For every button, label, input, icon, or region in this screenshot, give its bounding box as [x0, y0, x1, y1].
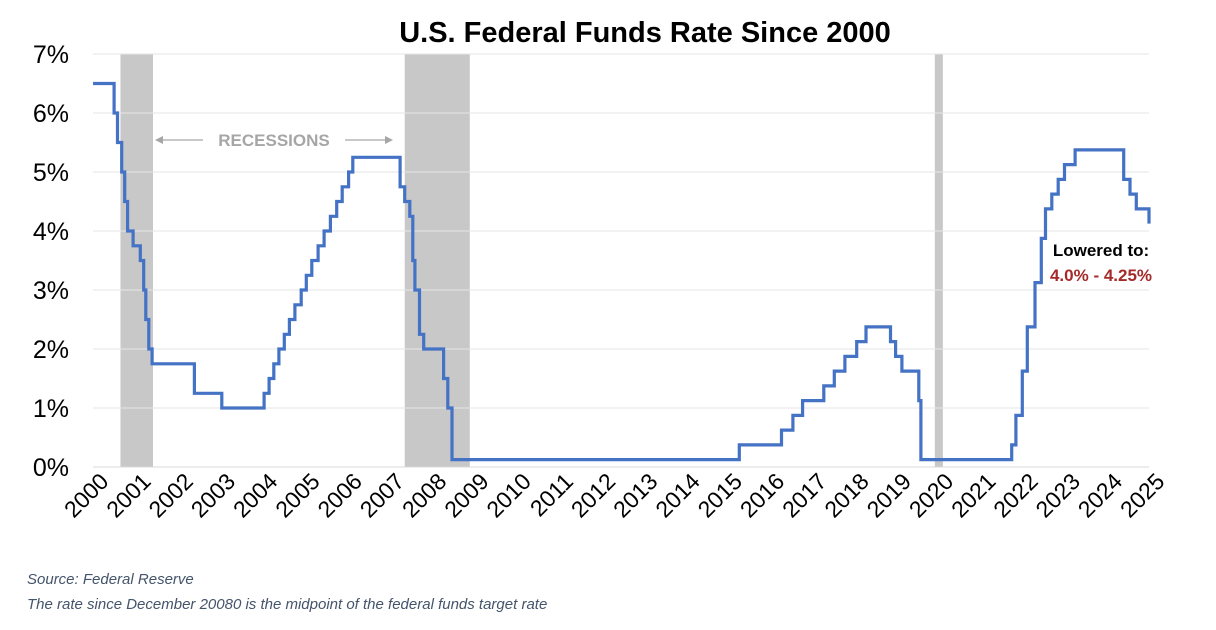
x-tick-label: 2008 [397, 468, 452, 523]
x-tick-label: 2007 [355, 468, 410, 523]
x-tick-label: 2006 [312, 468, 367, 523]
recession-band-3 [934, 54, 943, 467]
y-tick-label: 3% [33, 277, 69, 305]
y-tick-label: 6% [33, 100, 69, 128]
series-line-fed-funds-rate [93, 81, 1151, 462]
y-tick-label: 7% [33, 41, 69, 69]
x-tick-label: 2025 [1115, 468, 1170, 523]
x-tick-label: 2020 [904, 468, 959, 523]
x-tick-label: 2024 [1073, 468, 1128, 523]
x-tick-label: 2021 [946, 468, 1001, 523]
x-tick-label: 2003 [186, 468, 241, 523]
gridlines [93, 53, 1149, 409]
x-tick-label: 2012 [566, 468, 621, 523]
x-tick-label: 2014 [650, 468, 705, 523]
recession-band-1 [120, 54, 153, 467]
x-tick-label: 2019 [861, 468, 916, 523]
x-tick-label: 2009 [439, 468, 494, 523]
x-tick-label: 2023 [1030, 468, 1085, 523]
recessions-label: RECESSIONS [218, 131, 329, 150]
methodology-note: The rate since December 20080 is the mid… [27, 596, 548, 613]
x-tick-label: 2016 [735, 468, 790, 523]
x-tick-label: 2017 [777, 468, 832, 523]
y-tick-label: 5% [33, 159, 69, 187]
x-tick-label: 2005 [270, 468, 325, 523]
y-axis-ticks: 0% 1% 2% 3% 4% 5% 6% 7% [33, 41, 69, 482]
annotation-line2: 4.0% - 4.25% [1050, 266, 1152, 285]
x-tick-label: 2004 [228, 468, 283, 523]
x-axis-ticks: 2000200120022003200420052006200720082009… [59, 468, 1170, 523]
x-tick-label: 2013 [608, 468, 663, 523]
recession-bands [120, 54, 943, 467]
chart-title: U.S. Federal Funds Rate Since 2000 [399, 17, 891, 49]
y-tick-label: 4% [33, 218, 69, 246]
recessions-arrowhead-left [155, 136, 163, 144]
y-tick-label: 2% [33, 336, 69, 364]
x-tick-label: 2022 [988, 468, 1043, 523]
source-note: Source: Federal Reserve [27, 571, 194, 588]
x-tick-label: 2015 [693, 468, 748, 523]
y-tick-label: 0% [33, 454, 69, 482]
x-tick-label: 2002 [143, 468, 198, 523]
x-tick-label: 2010 [481, 468, 536, 523]
annotation-line1: Lowered to: [1053, 241, 1149, 260]
recessions-arrowhead-right [385, 136, 393, 144]
x-tick-label: 2018 [819, 468, 874, 523]
x-tick-label: 2001 [101, 468, 156, 523]
recessions-callout: RECESSIONS [155, 131, 393, 150]
x-tick-label: 2011 [525, 468, 578, 521]
y-tick-label: 1% [33, 395, 69, 423]
